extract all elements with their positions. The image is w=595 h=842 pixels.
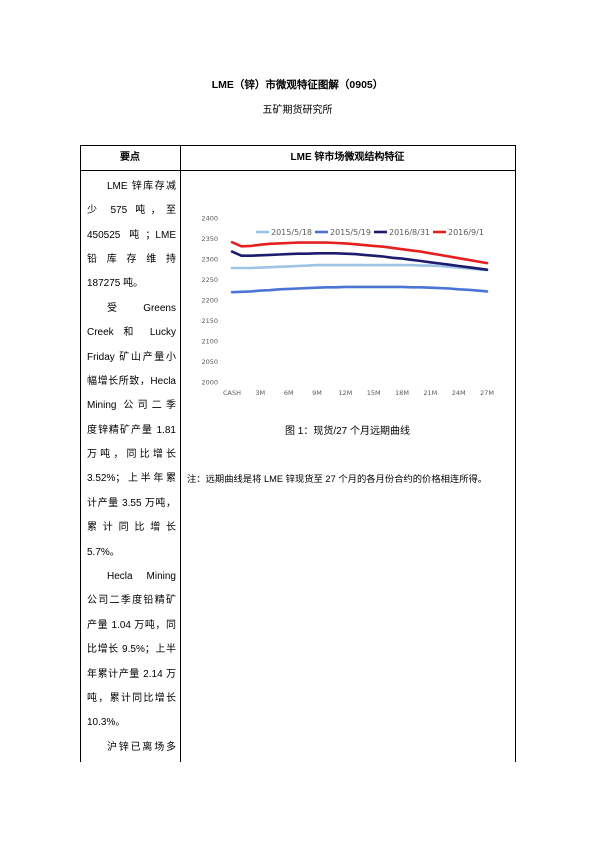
y-tick-label: 2200 [201,296,218,304]
key-point-line: Friday 矿山产量小 [87,351,176,363]
key-point-line: 187275 吨。 [87,278,144,290]
key-point-line: Hecla Mining [107,571,176,583]
table-header-market-structure: LME 锌市场微观结构特征 [290,152,405,163]
legend-label: 2015/5/19 [330,228,371,237]
table-border-right [515,145,516,762]
key-point-line: Creek 和 Lucky [87,327,176,339]
series-line-1 [230,263,489,272]
x-tick-label: 12M [338,389,352,397]
forward-curve-chart: 2400 2350 2300 2250 2200 2150 2100 2050 2000 CASH… [201,214,494,397]
key-point-line: 度锌精矿产量 1.81 [87,424,176,436]
legend-label: 2015/5/18 [271,228,312,237]
key-point-line: 10.3%。 [87,717,126,729]
table-header-divider [80,170,516,171]
x-tick-label: CASH [223,389,241,397]
figure-note: 注：远期曲线是将 LME 锌现货至 27 个月的各月份合约的价格相连所得。 [187,474,488,484]
y-tick-label: 2050 [201,358,218,366]
key-point-line: 年累计产量 2.14 万 [87,668,176,680]
document-title: LME（锌）市微观特征图解（0905） [211,79,384,91]
key-point-line: 计产量 3.55 万吨， [87,497,176,509]
y-tick-label: 2250 [201,276,218,284]
table-header-key-points: 要点 [120,152,140,163]
table-border-top [80,145,516,146]
y-tick-label: 2000 [201,378,218,386]
y-tick-label: 2300 [201,255,218,263]
y-tick-label: 2400 [201,214,218,222]
series-line-2 [230,285,489,294]
y-tick-label: 2150 [201,317,218,325]
key-point-line: 3.52%；上半年累 [87,473,176,485]
key-points-text: LME 锌库存减 少 575 吨，至 450525 吨；LME 铅库存维持 18… [87,175,176,760]
series-line-4 [230,240,489,265]
key-point-line: 受 Greens [107,302,176,314]
x-tick-label: 6M [284,389,294,397]
key-point-line: 幅增长所致，Hecla [87,375,176,387]
document-subtitle: 五矿期货研究所 [262,105,333,116]
y-tick-label: 2100 [201,337,218,345]
table-border-left [80,145,81,762]
key-point-line: 比增长 9.5%；上半 [87,644,176,656]
x-tick-label: 27M [480,389,494,397]
key-point-line: 少 575 吨，至 [87,205,176,217]
key-point-line: 沪锌已离场多 [107,741,176,753]
table-column-divider [180,145,181,762]
key-point-line: 吨，累计同比增长 [87,693,176,704]
figure-caption: 图 1：现货/27 个月远期曲线 [284,426,411,437]
legend-label: 2016/9/1 [448,228,484,237]
key-point-line: 万吨，同比增长 [87,449,176,461]
key-point-line: 450525 吨；LME [87,229,176,241]
key-point-line: LME 锌库存减 [107,180,176,192]
key-point-line: 公司二季度铅精矿 [87,595,176,607]
x-tick-label: 3M [255,389,265,397]
y-tick-label: 2350 [201,235,218,243]
x-tick-label: 18M [395,389,409,397]
key-point-line: 5.7%。 [87,546,120,558]
key-point-line: Mining 公司二季 [87,400,176,412]
series-line-3 [230,250,489,271]
key-point-line: 累计同比增长 [87,522,176,534]
x-tick-label: 15M [367,389,381,397]
x-tick-label: 9M [312,389,322,397]
legend-label: 2016/8/31 [389,228,430,237]
key-point-line: 铅库存维持 [87,253,176,265]
x-tick-label: 21M [423,389,437,397]
key-point-line: 产量 1.04 万吨，同 [87,619,176,631]
x-tick-label: 24M [452,389,466,397]
